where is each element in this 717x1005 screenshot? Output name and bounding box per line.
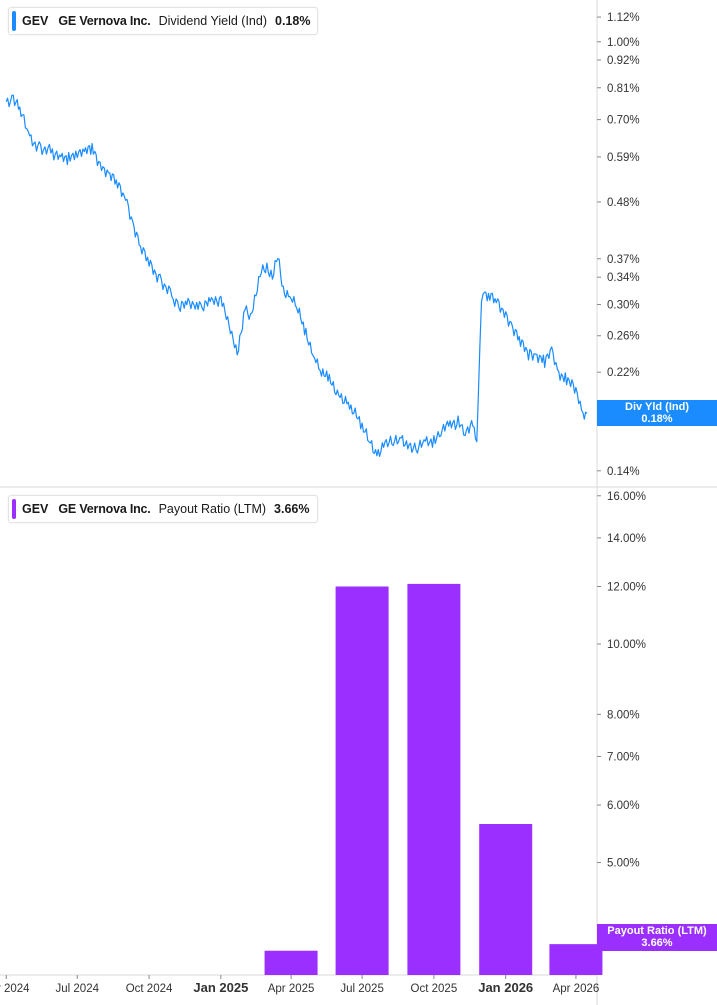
y-tick-label: 12.00% <box>607 581 646 593</box>
tag-value: 0.18% <box>641 413 673 425</box>
dividend-yield-line <box>5 94 588 457</box>
series-color-swatch <box>12 499 16 519</box>
y-tick-label: 0.92% <box>607 55 640 67</box>
y-tick-label: 16.00% <box>607 491 646 503</box>
payout-ratio-bar <box>407 583 461 975</box>
x-tick-label: Jul 2025 <box>340 983 383 995</box>
y-tick-label: 5.00% <box>607 858 640 870</box>
y-tick-label: 14.00% <box>607 533 646 545</box>
y-tick-label: 1.12% <box>607 12 640 24</box>
tag-label: Payout Ratio (LTM) <box>607 925 707 937</box>
tag-label: Div Yld (Ind) <box>625 401 689 413</box>
legend-company: GE Vernova Inc. <box>58 502 151 516</box>
y-tick-label: 1.00% <box>607 37 640 49</box>
y-tick-label: 0.30% <box>607 300 640 312</box>
payout-ratio-bar <box>479 824 533 975</box>
legend-value: 0.18% <box>275 14 311 28</box>
payout-ratio-bar <box>264 950 318 975</box>
x-tick-label: Oct 2025 <box>411 983 458 995</box>
legend-metric: Payout Ratio (LTM) <box>158 502 267 516</box>
y-tick-label: 0.34% <box>607 272 640 284</box>
y-tick-label: 0.70% <box>607 115 640 127</box>
payout-ratio-bar <box>335 586 389 975</box>
legend-company: GE Vernova Inc. <box>58 14 151 28</box>
x-tick-label: Jan 2025 <box>193 980 248 995</box>
y-tick-label: 0.14% <box>607 466 640 478</box>
y-tick-label: 0.22% <box>607 367 640 379</box>
x-tick-label: Oct 2024 <box>126 983 173 995</box>
legend-metric: Dividend Yield (Ind) <box>158 14 267 28</box>
y-tick-label: 8.00% <box>607 709 640 721</box>
y-tick-label: 0.26% <box>607 331 640 343</box>
x-tick-label: Apr 2025 <box>268 983 315 995</box>
y-tick-label: 0.37% <box>607 254 640 266</box>
payout-ratio-bar <box>549 944 603 975</box>
x-tick-label: Apr 2026 <box>553 983 600 995</box>
y-tick-label: 7.00% <box>607 751 640 763</box>
y-tick-label: 6.00% <box>607 800 640 812</box>
series-color-swatch <box>12 11 16 31</box>
current-value-tag-payout-ratio: Payout Ratio (LTM) 3.66% <box>597 924 717 951</box>
legend-payout-ratio: GEV GE Vernova Inc. Payout Ratio (LTM) 3… <box>8 495 318 523</box>
x-tick-label: Apr 2024 <box>0 983 30 995</box>
y-tick-label: 0.59% <box>607 152 640 164</box>
y-tick-label: 10.00% <box>607 639 646 651</box>
y-tick-label: 0.81% <box>607 83 640 95</box>
legend-ticker: GEV <box>22 14 49 28</box>
legend-ticker: GEV <box>22 502 49 516</box>
tag-value: 3.66% <box>641 937 673 949</box>
x-tick-label: Jan 2026 <box>478 980 533 995</box>
current-value-tag-dividend-yield: Div Yld (Ind) 0.18% <box>597 400 717 426</box>
x-tick-label: Jul 2024 <box>56 983 100 995</box>
legend-value: 3.66% <box>274 502 310 516</box>
legend-dividend-yield: GEV GE Vernova Inc. Dividend Yield (Ind)… <box>8 7 319 35</box>
y-tick-label: 0.48% <box>607 197 640 209</box>
